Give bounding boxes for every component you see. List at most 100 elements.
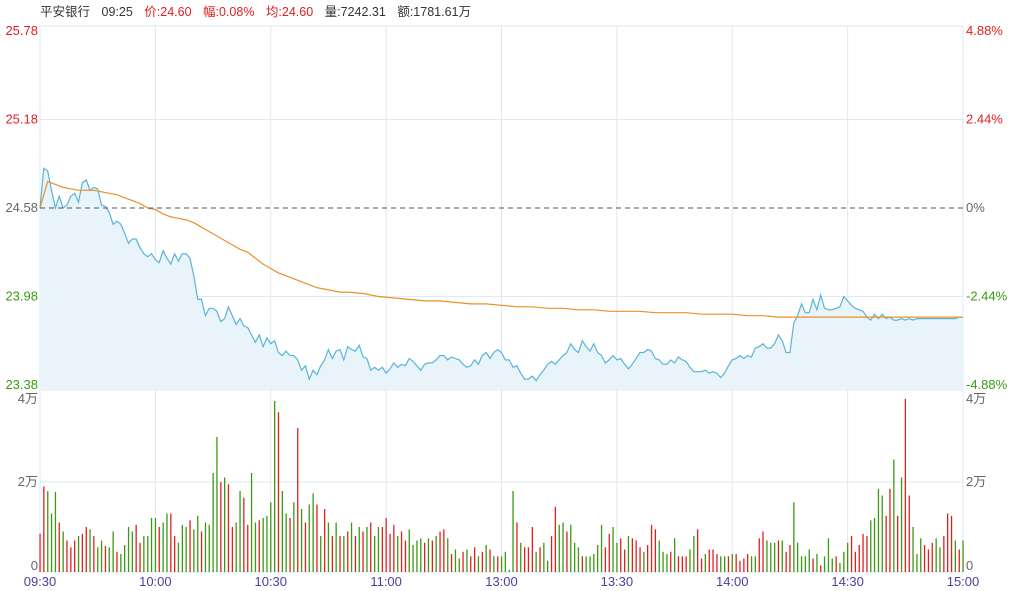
volume-bar [177, 542, 180, 573]
volume-bar [200, 531, 203, 572]
volume-bar [266, 515, 268, 573]
quote-time: 09:25 [101, 5, 133, 19]
time-axis-label: 13:30 [601, 574, 634, 589]
volume-bar [731, 554, 733, 572]
volume-bar [720, 556, 722, 573]
volume-bar [500, 556, 503, 573]
volume-axis-label: 4万 [18, 391, 38, 406]
volume-bar [754, 556, 756, 573]
volume-bar [735, 554, 737, 572]
volume-bar [220, 482, 222, 572]
volume-bar [700, 558, 703, 572]
volume-bar [527, 547, 530, 573]
volume-bar [589, 556, 591, 573]
volume-bar [585, 556, 587, 573]
volume-bar [677, 556, 680, 573]
volume-bar [812, 558, 814, 572]
volume-bar [127, 527, 130, 572]
volume-bar [274, 401, 276, 572]
volume-bar [347, 531, 349, 572]
volume-bar [835, 556, 837, 573]
volume-bar [243, 497, 245, 573]
price-axis-label: 25.18 [5, 112, 38, 127]
volume-bar [823, 556, 826, 573]
volume-bar [354, 536, 357, 572]
volume-bar [881, 495, 883, 572]
volume-bar [154, 518, 157, 572]
volume-bar [674, 538, 676, 573]
volume-bar [224, 477, 226, 572]
volume-bar [366, 527, 368, 572]
average-price-line [39, 180, 963, 318]
volume-bar [670, 551, 672, 573]
volume-bar [454, 549, 457, 572]
volume-bar [389, 533, 391, 573]
volume-bar [789, 545, 791, 572]
volume-bar [766, 540, 768, 572]
volume-bar [339, 536, 341, 572]
volume-bar [420, 538, 422, 573]
volume-bar [624, 549, 626, 572]
volume-bar [377, 527, 380, 572]
volume-bar [877, 488, 880, 573]
volume-bar [647, 545, 649, 572]
volume-bar [774, 542, 776, 573]
volume-bar [54, 491, 57, 572]
volume-bar [870, 520, 872, 573]
volume-bar [762, 531, 764, 572]
volume-bar [462, 551, 464, 573]
volume-bar [520, 542, 522, 573]
volume-bar [62, 531, 64, 572]
axis-labels: 25.78 25.18 24.58 23.98 23.38 4.88% 2.44% 0% -2.… [5, 23, 1007, 589]
volume-bar [897, 515, 899, 573]
volume-bar [431, 540, 433, 572]
volume-bar [512, 491, 514, 572]
volume-bar [300, 509, 303, 572]
volume-bar [374, 536, 376, 572]
volume-bar [281, 491, 283, 572]
volume-bar [570, 524, 572, 573]
volume-bar [385, 518, 387, 572]
volume-axis-label: 0 [31, 558, 38, 573]
volume-bar [381, 527, 383, 572]
volume-bar [335, 522, 337, 572]
volume-bar [39, 533, 41, 573]
quote-header: 平安银行 09:25 价:24.60 幅:0.08% 均:24.60 量:724… [40, 3, 479, 23]
volume-bar [404, 540, 407, 572]
volume-bar [608, 533, 610, 573]
time-axis-label: 13:00 [485, 574, 518, 589]
volume-bar [712, 549, 714, 572]
volume-bar [370, 522, 372, 572]
volume-bar [693, 536, 695, 572]
volume-bar [600, 524, 603, 573]
volume-axis-label: 2万 [966, 474, 986, 489]
volume-bar [293, 502, 295, 573]
time-axis-label: 10:30 [254, 574, 287, 589]
volume-bar [239, 491, 241, 572]
volume-bar [270, 502, 272, 573]
volume-bar [858, 545, 860, 572]
time-axis-label: 14:00 [716, 574, 749, 589]
volume-bar [112, 531, 114, 572]
volume-bar [285, 513, 287, 572]
volume-bar [862, 533, 864, 573]
volume-bar [650, 524, 653, 573]
volume-bar [704, 554, 706, 572]
volume-bar [416, 540, 418, 572]
volume-bar [889, 488, 891, 573]
time-axis-label: 11:00 [370, 574, 402, 589]
volume-bar [254, 522, 257, 572]
volume-bar [412, 545, 414, 572]
volume-bar [489, 549, 491, 572]
time-axis-label: 15:00 [947, 574, 980, 589]
volume-bar [235, 522, 237, 572]
price-value: 价:24.60 [144, 5, 192, 19]
volume-bars [39, 398, 964, 573]
volume-bar [197, 515, 199, 573]
volume-bar [504, 551, 506, 573]
volume-bar [612, 527, 614, 572]
price-area-fill [40, 168, 963, 389]
volume-bar [685, 556, 687, 573]
volume-bar [616, 542, 618, 573]
